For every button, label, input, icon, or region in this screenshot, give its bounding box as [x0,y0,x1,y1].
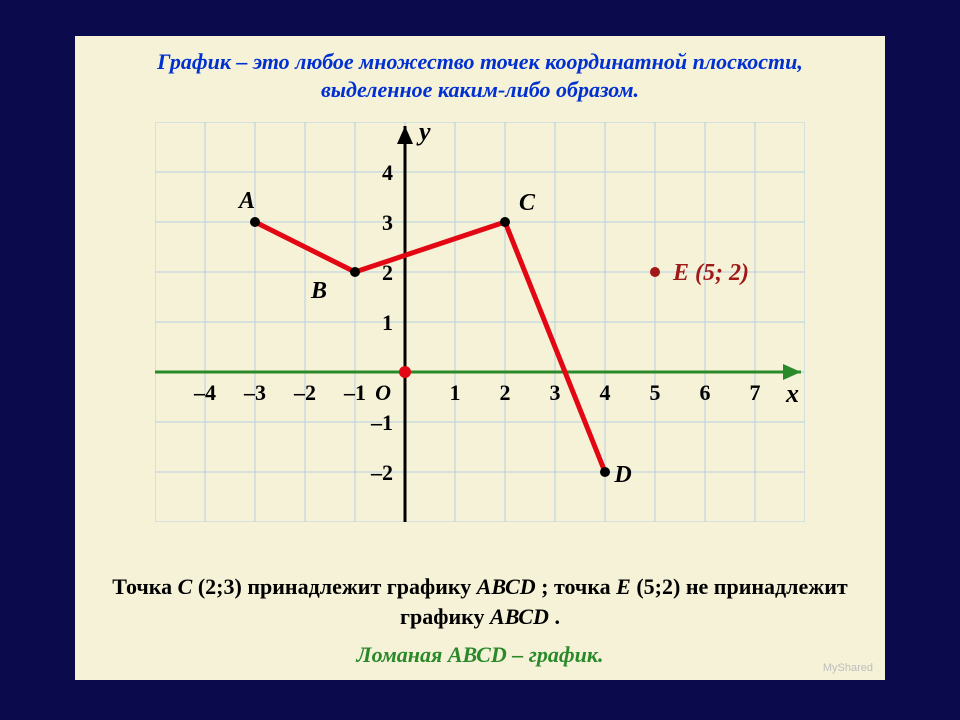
svg-text:–4: –4 [193,380,216,405]
svg-text:–2: –2 [370,460,393,485]
svg-text:4: 4 [382,160,393,185]
svg-text:D: D [613,462,631,488]
svg-text:–1: –1 [343,380,366,405]
svg-text:–1: –1 [370,410,393,435]
t-Cc: (2;3) [198,574,242,599]
membership-text: Точка С (2;3) принадлежит графику АВСD ;… [75,572,885,631]
coordinate-chart: –4–3–2–11234567–2–11234xyОABCDЕ (5; 2) [155,122,805,532]
polyline-caption: Ломаная АВСD – график. [75,642,885,668]
svg-text:7: 7 [750,380,761,405]
t-a2: АВСD [490,604,554,629]
t-C: С [178,574,198,599]
svg-text:A: A [237,188,255,214]
svg-text:О: О [375,380,391,405]
svg-text:B: B [310,278,327,304]
slide-title: График – это любое множество точек коорд… [115,48,845,103]
svg-text:–2: –2 [293,380,316,405]
svg-text:x: x [785,379,799,408]
t-Ec: (5;2) [636,574,680,599]
svg-text:Е (5; 2): Е (5; 2) [672,260,749,286]
svg-text:1: 1 [382,310,393,335]
svg-text:–3: –3 [243,380,266,405]
t5: . [554,604,560,629]
t1: Точка [112,574,177,599]
svg-text:5: 5 [650,380,661,405]
svg-text:2: 2 [500,380,511,405]
svg-text:3: 3 [382,210,393,235]
svg-text:y: y [416,122,431,146]
t-E: Е [616,574,636,599]
slide-card: График – это любое множество точек коорд… [75,36,885,680]
svg-text:1: 1 [450,380,461,405]
svg-text:C: C [519,190,536,216]
svg-text:3: 3 [550,380,561,405]
t2: принадлежит графику [242,574,477,599]
t-a1: АВСD [477,574,541,599]
t3: ; точка [541,574,616,599]
svg-text:6: 6 [700,380,711,405]
watermark: MyShared [823,662,873,674]
chart-svg: –4–3–2–11234567–2–11234xyОABCDЕ (5; 2) [155,122,805,522]
svg-text:4: 4 [600,380,611,405]
